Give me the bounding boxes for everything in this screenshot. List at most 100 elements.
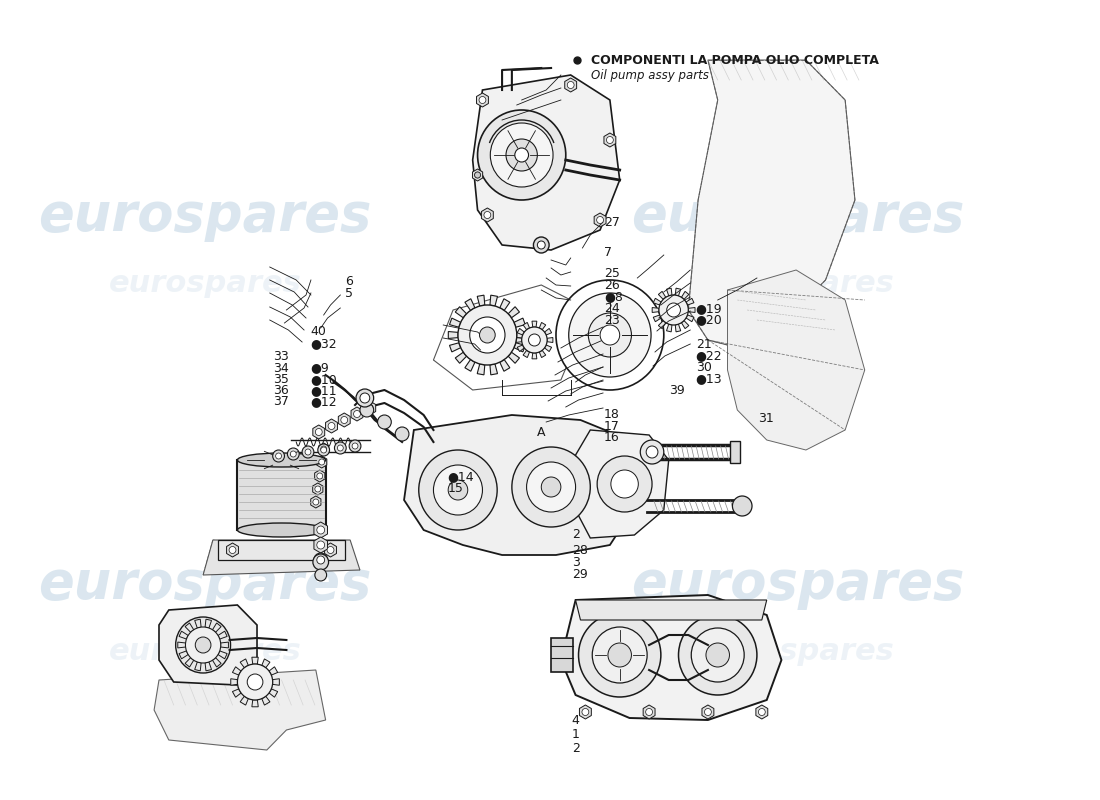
Text: 29: 29 xyxy=(572,568,587,581)
Circle shape xyxy=(640,440,663,464)
Circle shape xyxy=(356,389,374,407)
Polygon shape xyxy=(517,331,527,338)
Text: ●20: ●20 xyxy=(695,314,723,326)
Polygon shape xyxy=(524,350,529,358)
Polygon shape xyxy=(310,496,321,508)
Circle shape xyxy=(317,473,322,479)
Circle shape xyxy=(196,637,211,653)
Text: ●14: ●14 xyxy=(448,470,474,483)
Circle shape xyxy=(334,442,346,454)
Polygon shape xyxy=(324,543,337,557)
Text: 23: 23 xyxy=(604,314,619,326)
Circle shape xyxy=(305,449,311,455)
Polygon shape xyxy=(339,413,350,427)
Text: ●10: ●10 xyxy=(310,373,338,386)
Circle shape xyxy=(528,334,540,346)
Polygon shape xyxy=(465,359,475,371)
Text: 26: 26 xyxy=(604,279,619,292)
Text: eurospares: eurospares xyxy=(702,638,894,666)
Text: Oil pump assy parts: Oil pump assy parts xyxy=(591,70,708,82)
Text: 3: 3 xyxy=(572,556,580,569)
Circle shape xyxy=(360,393,370,403)
Polygon shape xyxy=(524,322,529,330)
Text: 34: 34 xyxy=(273,362,288,374)
Polygon shape xyxy=(564,78,576,92)
Polygon shape xyxy=(178,642,186,648)
Circle shape xyxy=(582,709,588,715)
Polygon shape xyxy=(652,307,659,313)
Text: 18: 18 xyxy=(604,408,620,421)
Polygon shape xyxy=(465,298,475,310)
Polygon shape xyxy=(315,470,324,482)
Polygon shape xyxy=(232,689,241,698)
Polygon shape xyxy=(262,659,270,668)
Polygon shape xyxy=(154,670,326,750)
Circle shape xyxy=(315,486,321,492)
Circle shape xyxy=(588,313,631,357)
Circle shape xyxy=(480,327,495,343)
Circle shape xyxy=(433,465,483,515)
Circle shape xyxy=(608,643,631,667)
Polygon shape xyxy=(160,605,257,685)
Polygon shape xyxy=(240,659,249,668)
Polygon shape xyxy=(218,651,228,659)
Text: eurospares: eurospares xyxy=(39,558,372,610)
Circle shape xyxy=(579,613,661,697)
Polygon shape xyxy=(455,306,466,318)
Polygon shape xyxy=(473,75,619,250)
Polygon shape xyxy=(204,540,360,575)
Circle shape xyxy=(470,317,505,353)
Circle shape xyxy=(527,462,575,512)
Polygon shape xyxy=(659,321,666,329)
Circle shape xyxy=(679,615,757,695)
Circle shape xyxy=(229,546,235,554)
Circle shape xyxy=(667,303,681,317)
Circle shape xyxy=(290,451,296,457)
Polygon shape xyxy=(681,321,689,329)
Polygon shape xyxy=(252,700,258,706)
Circle shape xyxy=(176,617,231,673)
Circle shape xyxy=(512,447,591,527)
Circle shape xyxy=(610,470,638,498)
Text: 5: 5 xyxy=(345,287,353,300)
Circle shape xyxy=(491,123,553,187)
Polygon shape xyxy=(455,352,466,363)
Circle shape xyxy=(338,445,343,451)
Circle shape xyxy=(484,211,491,218)
Polygon shape xyxy=(433,285,591,390)
Polygon shape xyxy=(212,623,221,632)
Circle shape xyxy=(758,709,766,715)
Polygon shape xyxy=(756,705,768,719)
Text: 30: 30 xyxy=(695,361,712,374)
Circle shape xyxy=(366,405,373,411)
Text: 7: 7 xyxy=(604,246,612,259)
Polygon shape xyxy=(482,208,493,222)
Text: eurospares: eurospares xyxy=(109,638,301,666)
Text: ●12: ●12 xyxy=(310,395,338,408)
Circle shape xyxy=(538,241,546,249)
Polygon shape xyxy=(227,543,239,557)
Text: ●32: ●32 xyxy=(310,338,338,350)
Text: 40: 40 xyxy=(310,325,327,338)
Text: 4: 4 xyxy=(572,714,580,726)
Polygon shape xyxy=(517,329,525,335)
Text: 1: 1 xyxy=(572,728,580,741)
Polygon shape xyxy=(314,537,328,553)
Circle shape xyxy=(273,450,285,462)
Circle shape xyxy=(606,137,614,143)
Circle shape xyxy=(556,280,663,390)
Polygon shape xyxy=(686,315,694,322)
Polygon shape xyxy=(644,705,654,719)
Polygon shape xyxy=(499,359,510,371)
Polygon shape xyxy=(179,631,188,639)
Polygon shape xyxy=(476,93,488,107)
Polygon shape xyxy=(490,364,497,375)
Circle shape xyxy=(474,172,481,178)
Polygon shape xyxy=(675,288,681,296)
Polygon shape xyxy=(575,430,669,538)
Circle shape xyxy=(319,459,324,465)
Circle shape xyxy=(521,327,547,353)
Circle shape xyxy=(596,217,604,223)
Polygon shape xyxy=(477,295,485,306)
Text: 6: 6 xyxy=(345,275,353,288)
